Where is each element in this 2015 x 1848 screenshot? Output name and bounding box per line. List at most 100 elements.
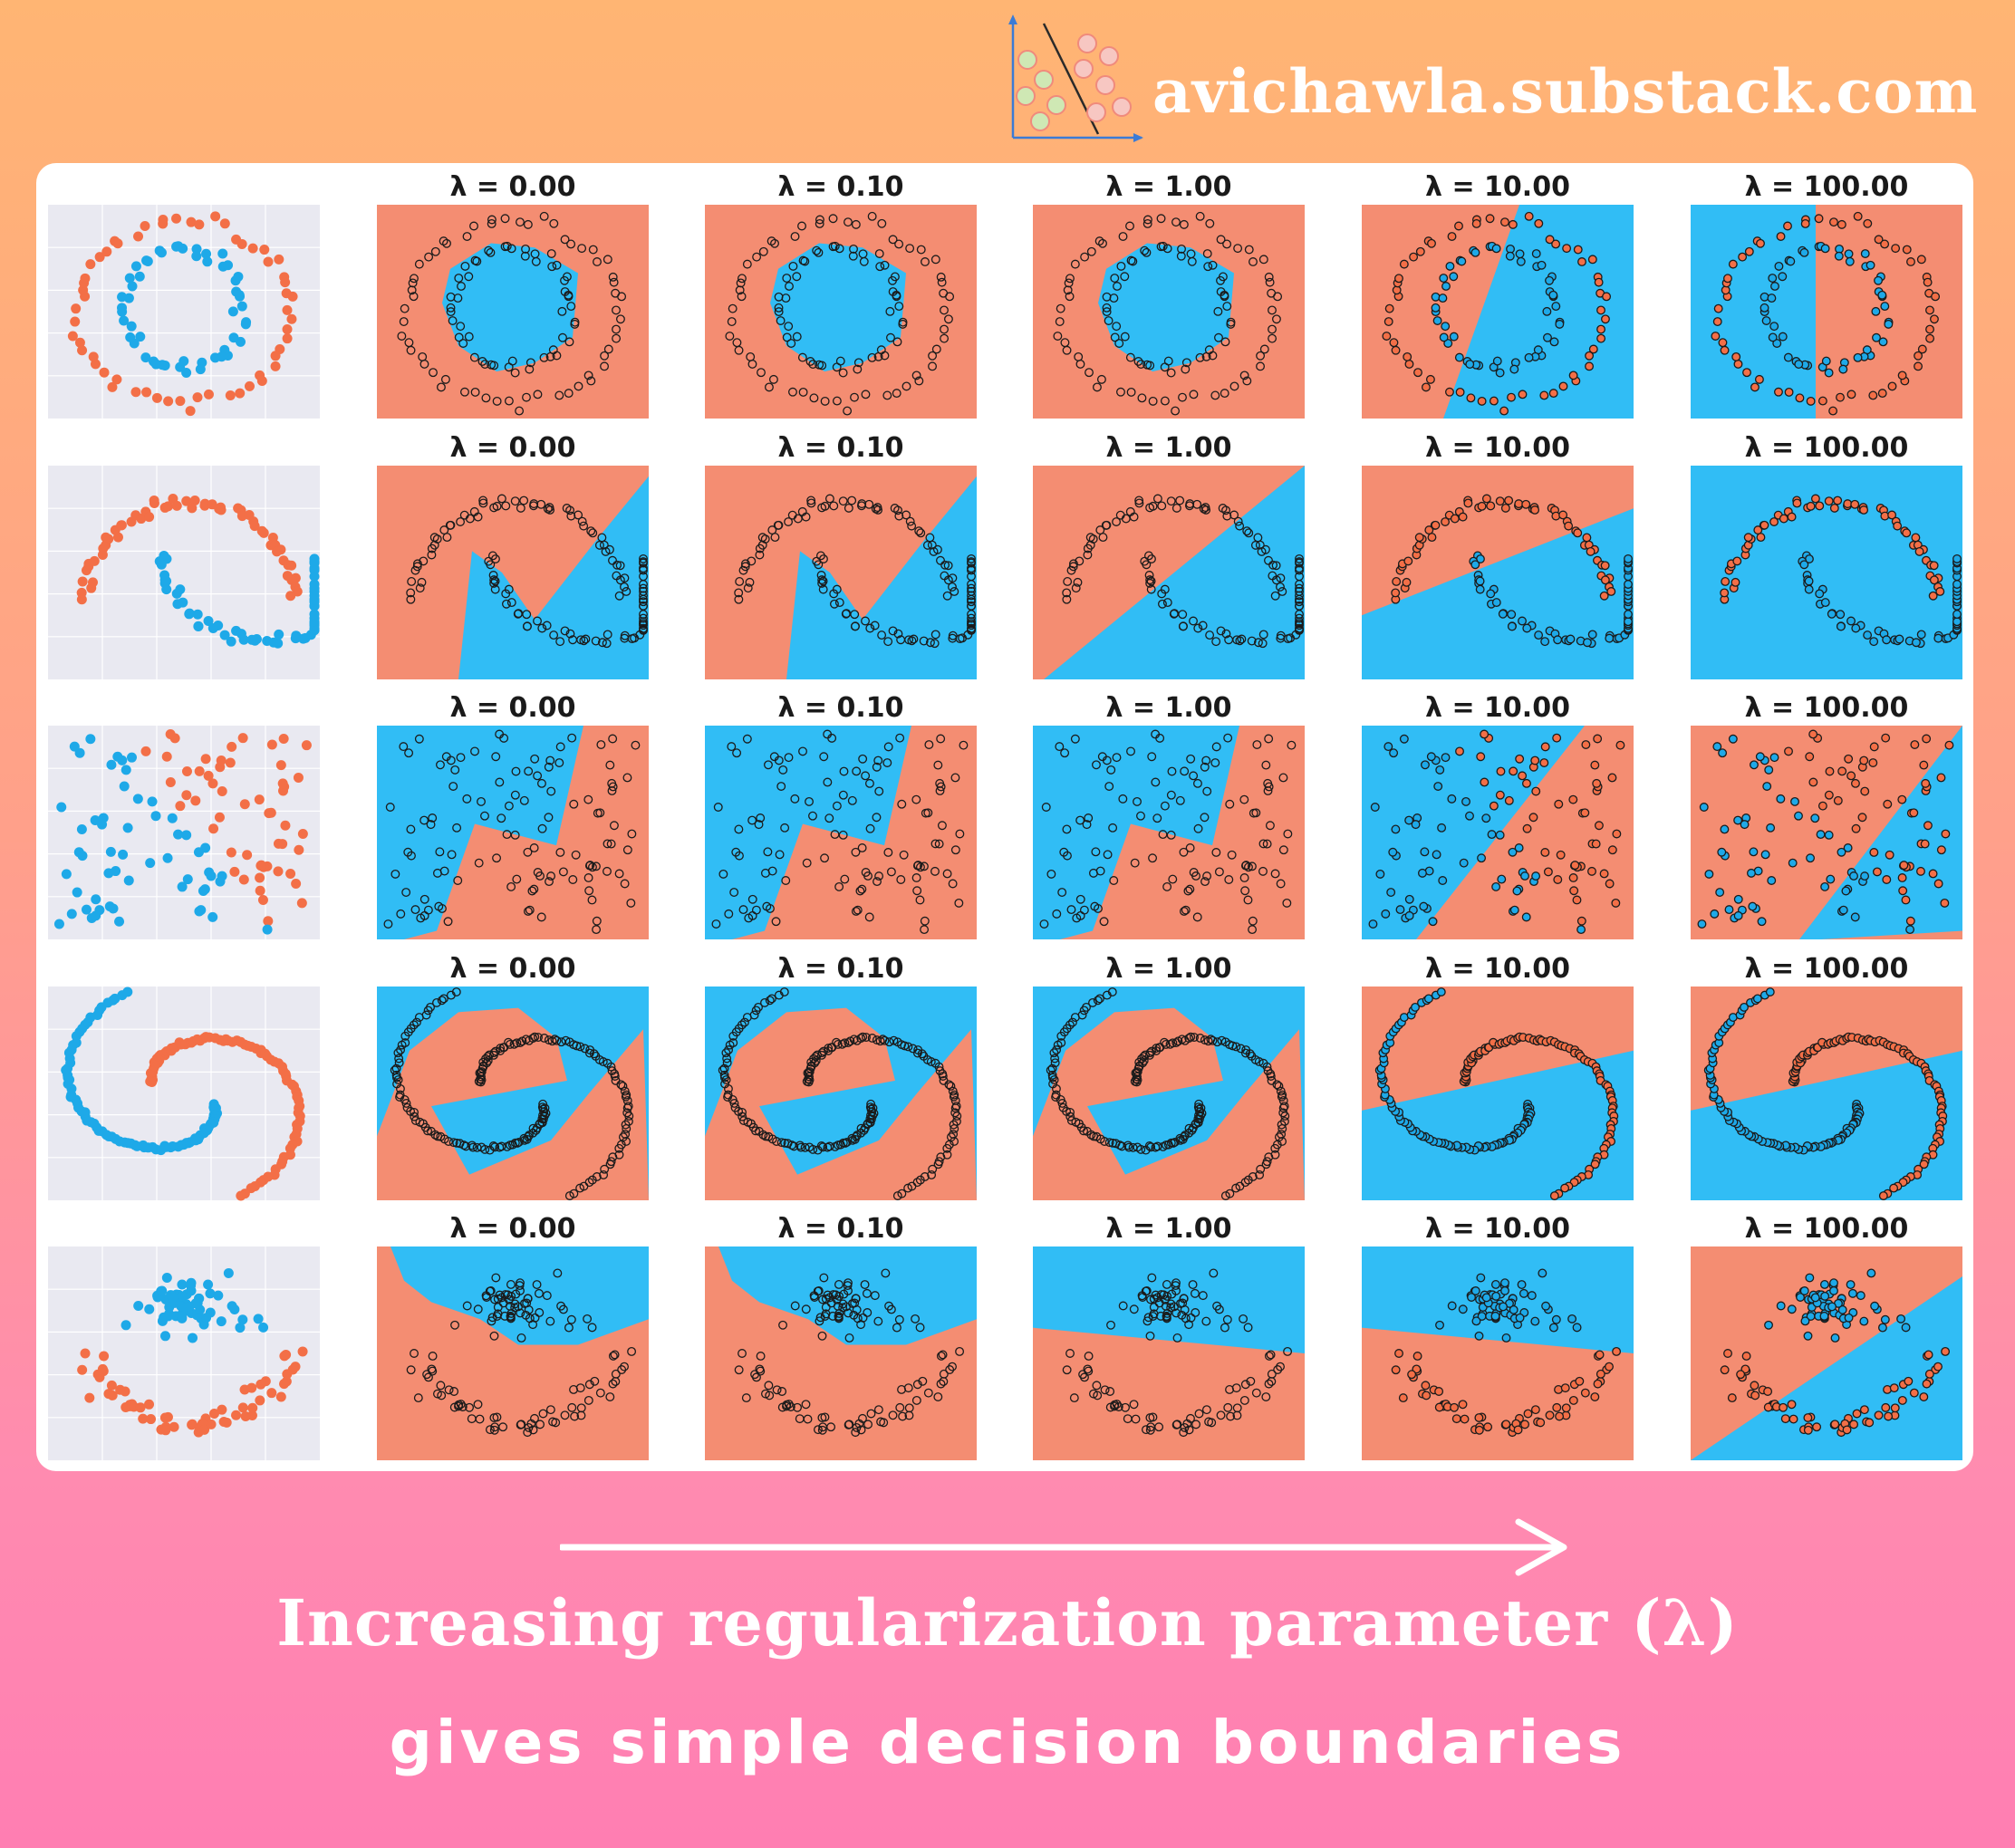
data-point [1897, 873, 1907, 882]
data-point [575, 1183, 585, 1193]
data-point [1530, 505, 1540, 515]
data-point [926, 1057, 936, 1066]
boundary-subplot: λ = 0.00 [377, 171, 649, 419]
data-point [456, 322, 466, 332]
decision-region [1098, 243, 1234, 372]
data-point [530, 1313, 540, 1323]
data-point [504, 1037, 514, 1047]
data-point [1474, 1425, 1484, 1435]
data-point [1166, 1303, 1176, 1313]
data-point [1764, 765, 1774, 775]
data-point [481, 393, 491, 403]
data-point [1259, 344, 1269, 354]
data-point [834, 1311, 844, 1321]
data-point [756, 1352, 766, 1361]
data-point [967, 563, 976, 573]
data-point [1203, 1036, 1213, 1046]
data-point [181, 790, 192, 801]
data-point [1424, 525, 1434, 535]
data-point [1258, 255, 1268, 265]
data-point [1211, 637, 1221, 647]
boundary-subplot: λ = 10.00 [1362, 1213, 1634, 1460]
data-point [1826, 874, 1836, 884]
data-point [1152, 494, 1162, 504]
data-point [1475, 584, 1485, 594]
data-point [1146, 1142, 1156, 1152]
data-point [547, 262, 557, 272]
decision-region [770, 243, 906, 372]
data-point [1727, 1393, 1737, 1403]
data-point [1205, 630, 1215, 640]
data-point [1486, 589, 1496, 599]
data-point [1611, 898, 1621, 908]
data-point [287, 291, 298, 302]
data-point [217, 786, 227, 797]
data-point [853, 1314, 863, 1323]
data-point [721, 1048, 731, 1058]
data-point [473, 1400, 483, 1410]
data-point [1202, 249, 1212, 258]
data-point [967, 597, 976, 607]
data-point [1733, 894, 1743, 904]
data-point [1118, 1301, 1128, 1311]
data-point [1914, 351, 1923, 361]
data-point [223, 260, 234, 271]
data-point [1075, 556, 1085, 566]
data-point [1607, 845, 1617, 855]
data-point [1923, 1350, 1933, 1360]
data-point [745, 577, 755, 587]
data-point [196, 905, 207, 916]
data-point [1414, 533, 1424, 543]
data-point [1239, 873, 1249, 882]
data-point [1441, 753, 1451, 763]
boundary-subplot: λ = 10.00 [1362, 171, 1634, 419]
data-point [1110, 332, 1120, 342]
data-point [187, 503, 198, 514]
data-point [889, 1035, 899, 1045]
data-point [1113, 282, 1122, 291]
data-point [399, 742, 409, 752]
boundary-subplot: λ = 10.00 [1362, 432, 1634, 679]
data-point [1757, 917, 1767, 927]
data-point [1843, 499, 1853, 509]
data-point [1814, 214, 1824, 224]
data-point [500, 214, 510, 224]
data-point [740, 562, 750, 572]
data-point [1268, 560, 1278, 570]
data-point [610, 1350, 620, 1360]
data-point [486, 247, 496, 257]
data-point [560, 1410, 570, 1420]
data-point [239, 799, 250, 810]
data-point [1391, 824, 1401, 834]
site-url[interactable]: avichawla.substack.com [1152, 56, 1979, 127]
data-point [208, 1409, 219, 1420]
data-point [905, 516, 915, 526]
data-point [713, 803, 723, 812]
data-point [1112, 322, 1122, 332]
data-point [1715, 888, 1725, 898]
data-point [495, 777, 505, 787]
data-point [1596, 324, 1605, 334]
data-point [551, 1418, 561, 1428]
data-point [1551, 1314, 1561, 1324]
data-point [1399, 259, 1409, 269]
data-point [765, 996, 775, 1006]
data-point [247, 1402, 258, 1413]
data-point [1594, 821, 1604, 831]
data-point [1805, 1273, 1815, 1283]
data-point [770, 238, 779, 248]
data-point [1495, 368, 1505, 378]
data-point [419, 556, 429, 566]
data-point [1447, 232, 1457, 241]
data-point [522, 392, 531, 402]
data-point [1810, 1293, 1820, 1303]
data-point [159, 1412, 170, 1423]
data-point [1142, 218, 1152, 228]
data-point [851, 847, 861, 857]
data-point [464, 272, 474, 282]
data-point [1743, 533, 1753, 543]
data-point [1381, 909, 1391, 919]
data-point [915, 1323, 925, 1333]
data-point [1145, 578, 1155, 588]
data-point [1615, 740, 1625, 750]
